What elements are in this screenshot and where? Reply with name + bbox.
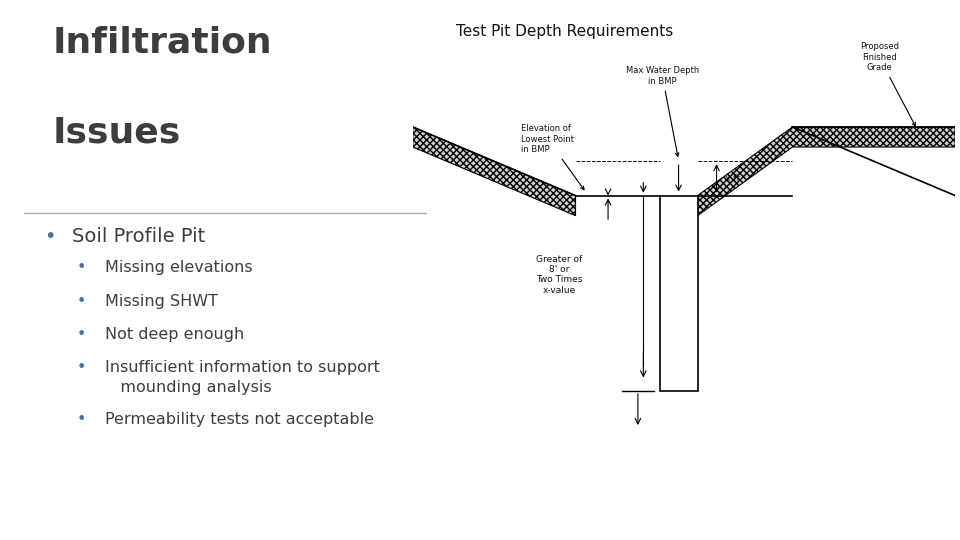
Bar bbox=[660, 195, 698, 391]
Polygon shape bbox=[698, 127, 955, 215]
Text: Proposed
Finished
Grade: Proposed Finished Grade bbox=[860, 43, 916, 126]
Text: •: • bbox=[77, 413, 85, 427]
Polygon shape bbox=[413, 127, 575, 215]
Text: Permeability tests not acceptable: Permeability tests not acceptable bbox=[105, 413, 373, 427]
Text: •: • bbox=[77, 294, 85, 308]
Text: •: • bbox=[77, 360, 85, 375]
Text: Elevation of
Lowest Point
in BMP: Elevation of Lowest Point in BMP bbox=[521, 124, 584, 190]
Text: Insufficient information to support
   mounding analysis: Insufficient information to support moun… bbox=[105, 360, 379, 395]
Text: x ft: x ft bbox=[725, 174, 739, 183]
Text: •: • bbox=[77, 260, 85, 275]
Text: •: • bbox=[44, 227, 56, 246]
Text: Test Pit Depth Requirements: Test Pit Depth Requirements bbox=[456, 24, 674, 39]
Text: Max Water Depth
in BMP: Max Water Depth in BMP bbox=[626, 66, 699, 156]
Text: Issues: Issues bbox=[52, 116, 180, 150]
Text: Not deep enough: Not deep enough bbox=[105, 327, 244, 342]
Text: Soil Profile Pit: Soil Profile Pit bbox=[72, 227, 205, 246]
Text: Infiltration: Infiltration bbox=[52, 25, 272, 59]
Text: Missing SHWT: Missing SHWT bbox=[105, 294, 218, 308]
Text: Greater of
8' or
Two Times
x-value: Greater of 8' or Two Times x-value bbox=[536, 255, 583, 295]
Text: Soil Test Pit Logs: Soil Test Pit Logs bbox=[674, 259, 684, 328]
Text: •: • bbox=[77, 327, 85, 342]
Text: Missing elevations: Missing elevations bbox=[105, 260, 252, 275]
